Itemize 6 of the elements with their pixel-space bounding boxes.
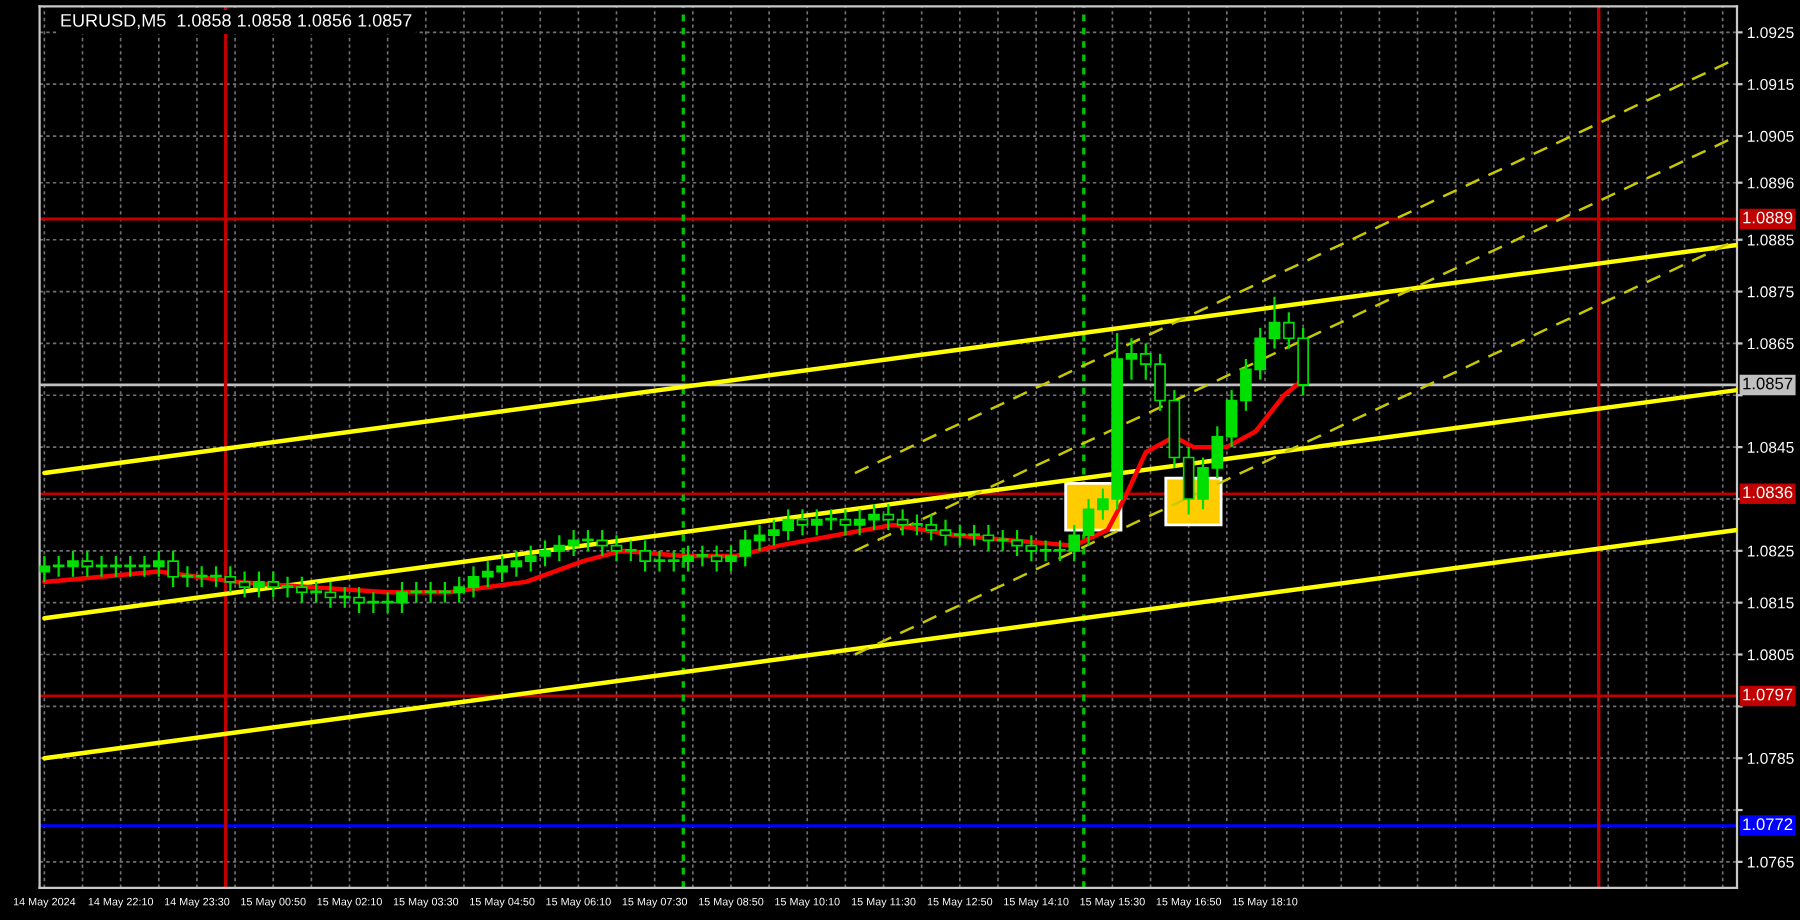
chart-title: EURUSD,M5 1.0858 1.0858 1.0856 1.0857 xyxy=(61,13,412,29)
ref-line-label: 1.0772 xyxy=(1743,818,1793,831)
ref-line-label: 1.0857 xyxy=(1743,377,1793,390)
ref-line-label: 1.0797 xyxy=(1743,688,1793,701)
ref-line-label: 1.0889 xyxy=(1743,211,1793,224)
ref-line-label: 1.0836 xyxy=(1743,486,1793,499)
